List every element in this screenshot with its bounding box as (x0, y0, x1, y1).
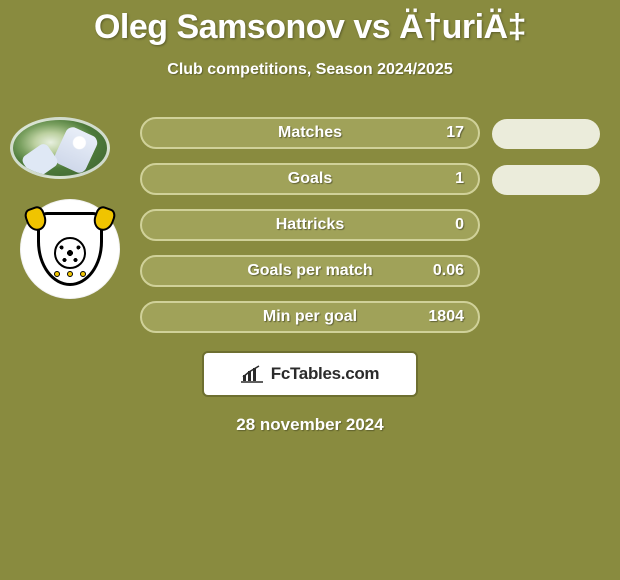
stats-column: Matches 17 Goals 1 Hattricks 0 Goals per… (140, 117, 480, 333)
stat-value: 1 (414, 170, 464, 188)
stat-label: Goals per match (206, 262, 414, 280)
stat-label: Goals (206, 170, 414, 188)
chart-bar-icon (241, 365, 263, 383)
opponent-pill-empty (492, 165, 600, 195)
source-badge[interactable]: FcTables.com (202, 351, 418, 397)
stat-row-goals: Goals 1 (140, 163, 480, 195)
crest-shield-icon (37, 212, 103, 286)
stat-value: 1804 (414, 308, 464, 326)
stat-value: 17 (414, 124, 464, 142)
badge-text: FcTables.com (271, 364, 380, 384)
stat-row-goals-per-match: Goals per match 0.06 (140, 255, 480, 287)
club-crest (20, 199, 120, 299)
opponent-column (492, 117, 600, 211)
left-avatars (10, 117, 120, 299)
stat-value: 0.06 (414, 262, 464, 280)
stat-row-min-per-goal: Min per goal 1804 (140, 301, 480, 333)
opponent-pill-empty (492, 119, 600, 149)
comparison-date: 28 november 2024 (0, 415, 620, 435)
stat-row-matches: Matches 17 (140, 117, 480, 149)
page-subtitle: Club competitions, Season 2024/2025 (0, 61, 620, 79)
player-photo (10, 117, 110, 179)
stat-label: Hattricks (206, 216, 414, 234)
comparison-content: Matches 17 Goals 1 Hattricks 0 Goals per… (0, 117, 620, 333)
stat-row-hattricks: Hattricks 0 (140, 209, 480, 241)
page-title: Oleg Samsonov vs Ä†uriÄ‡ (0, 0, 620, 47)
stat-label: Min per goal (206, 308, 414, 326)
stat-label: Matches (206, 124, 414, 142)
stat-value: 0 (414, 216, 464, 234)
